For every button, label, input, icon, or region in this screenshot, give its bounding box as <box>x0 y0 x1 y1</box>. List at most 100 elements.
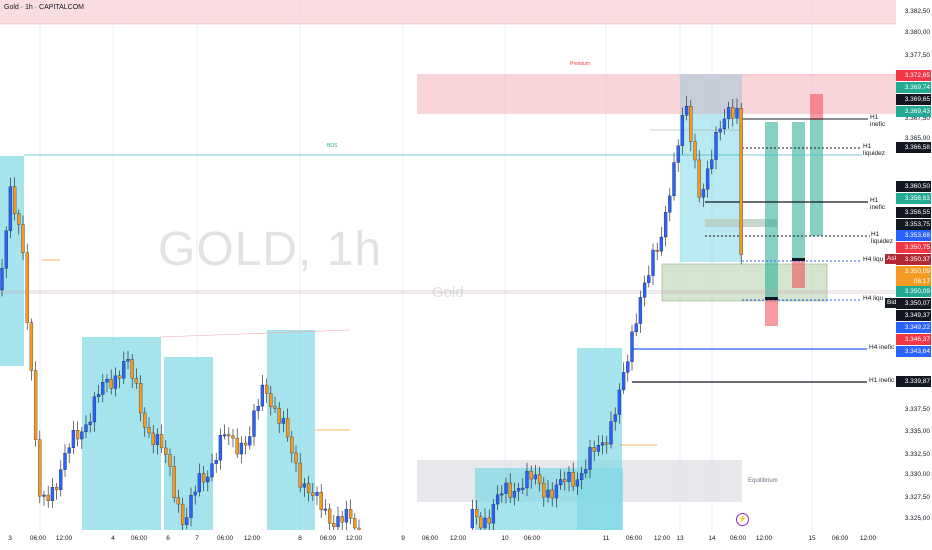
candle-body <box>101 382 105 395</box>
candle-body <box>521 487 525 490</box>
candle-body <box>714 132 718 160</box>
time-tick: 7 <box>195 535 199 542</box>
candle-body <box>722 118 727 130</box>
time-tick: 06:00 <box>523 535 541 542</box>
candle-body <box>155 434 160 445</box>
time-tick: 12:00 <box>859 535 877 542</box>
candle-body <box>697 159 701 198</box>
candle-body <box>684 105 689 116</box>
time-tick: 12:00 <box>55 535 73 542</box>
candle-body <box>248 436 252 446</box>
candle-body <box>327 508 332 524</box>
candle-body <box>731 107 735 119</box>
candle-body <box>264 384 269 394</box>
candle-body <box>726 107 731 120</box>
price-tag: 3.369,43 <box>896 106 931 117</box>
level-label: H1 liquidez <box>870 231 896 245</box>
lightning-icon[interactable]: ⚡ <box>736 513 749 526</box>
candle-body <box>46 494 50 501</box>
price-tag: 3.350,09 <box>896 266 931 277</box>
candle-body <box>340 516 344 523</box>
time-axis[interactable]: 3 06:00 12:00 4 06:00 6 7 06:00 12:00 8 06:00 12:00… <box>0 530 896 550</box>
bos-label: BOS <box>327 143 338 149</box>
candle-body <box>54 487 59 490</box>
candle-body <box>122 361 126 379</box>
candle-body <box>218 435 223 461</box>
candle-body <box>579 473 584 481</box>
price-tick: 3.330,00 <box>904 471 930 478</box>
candle-body <box>168 454 172 467</box>
price-tag: 3.356,55 <box>896 207 931 218</box>
level-label: H1 inefic <box>869 197 896 211</box>
candle-body <box>113 375 118 389</box>
price-tag: 3.350,75 <box>896 242 931 253</box>
time-tick: 12:00 <box>653 535 671 542</box>
candle-body <box>571 472 575 487</box>
candle-body <box>575 479 580 487</box>
name-watermark: Gold <box>432 284 464 301</box>
candle-body <box>630 331 634 362</box>
candle-body <box>25 252 29 323</box>
price-tag: 3.372,65 <box>896 70 931 81</box>
candle-body <box>512 491 517 498</box>
candle-body <box>613 414 617 422</box>
candle-body <box>621 372 626 391</box>
candle-body <box>252 410 256 437</box>
candle-body <box>311 492 315 496</box>
time-tick: 6 <box>166 535 170 542</box>
candle-body <box>332 523 336 528</box>
price-tick: 3.377,50 <box>904 52 930 59</box>
equilibrium-label: Equilibrium <box>748 478 778 484</box>
candle-body <box>71 430 76 448</box>
candle-body <box>214 460 218 464</box>
candle-body <box>80 431 84 440</box>
candle-body <box>134 378 139 384</box>
candle-body <box>735 108 739 119</box>
candle-body <box>306 483 311 494</box>
price-tag: 06:17 <box>896 276 931 287</box>
price-tag: 3.369,65 <box>896 94 931 105</box>
price-tick: 3.327,50 <box>904 494 930 501</box>
time-tick: 9 <box>401 535 405 542</box>
candle-body <box>634 323 638 333</box>
price-tick: 3.325,00 <box>904 515 930 522</box>
candle-body <box>50 487 55 501</box>
time-tick: 12:00 <box>755 535 773 542</box>
price-tag: 3.349,37 <box>896 310 931 321</box>
chart-area[interactable]: Gold · 1h · CAPITALCOM GOLD, 1h Gold Pre… <box>0 0 896 530</box>
price-tick: 3.365,00 <box>904 135 930 142</box>
ask-tag: Ask <box>885 254 896 264</box>
candle-body <box>474 509 479 517</box>
time-tick: 14 <box>708 535 716 542</box>
price-axis[interactable]: 3.382,50 3.380,00 3.377,50 3.367,50 3.365,00… <box>896 0 932 530</box>
candle-body <box>206 476 210 483</box>
candle-body <box>285 418 290 438</box>
candle-body <box>642 282 647 298</box>
candle-body <box>516 488 521 492</box>
candle-body <box>546 489 550 498</box>
candle-body <box>147 426 151 434</box>
price-chart-svg[interactable] <box>0 0 896 530</box>
candle-body <box>75 430 80 440</box>
candle-body <box>302 483 307 488</box>
candle-body <box>651 249 655 276</box>
candle-body <box>164 447 168 455</box>
candle-body <box>344 509 349 523</box>
candle-body <box>109 379 113 389</box>
candle-body <box>151 432 155 445</box>
candle-body <box>176 497 181 505</box>
price-tag: 3.350,37 <box>896 254 931 265</box>
candle-body <box>357 527 361 530</box>
candle-body <box>563 479 567 482</box>
candle-body <box>239 442 244 455</box>
candle-body <box>495 494 500 505</box>
candle-body <box>668 195 672 213</box>
candle-body <box>529 470 533 480</box>
candle-body <box>273 406 277 409</box>
level-label: H1 inefic <box>868 377 896 384</box>
candle-body <box>256 406 260 411</box>
candle-body <box>235 437 239 455</box>
candle-body <box>189 494 193 518</box>
candle-body <box>588 447 592 470</box>
time-tick: 15 <box>808 535 816 542</box>
